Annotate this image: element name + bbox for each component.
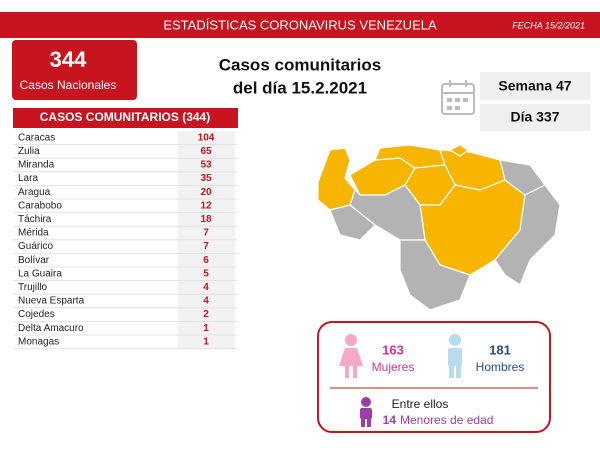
row-name: La Guaira xyxy=(18,268,62,279)
men-label: Hombres xyxy=(476,360,525,374)
header-date: FECHA 15/2/2021 xyxy=(512,20,585,30)
row-name: Trujillo xyxy=(18,282,48,293)
map xyxy=(317,144,561,311)
row-name: Cojedes xyxy=(18,309,55,320)
male-icon xyxy=(448,334,462,378)
week-box xyxy=(480,72,590,100)
row-name: Mérida xyxy=(18,228,49,239)
row-value: 12 xyxy=(200,200,212,211)
row-name: Nueva Esparta xyxy=(18,296,85,307)
row-value: 65 xyxy=(200,146,212,157)
row-name: Zulia xyxy=(18,146,40,157)
headline: Casos comunitarios xyxy=(219,55,382,74)
row-name: Monagas xyxy=(18,336,59,347)
demographics-box xyxy=(317,321,551,433)
day: Día 337 xyxy=(510,109,559,125)
row-name: Caracas xyxy=(18,132,55,143)
minors-value: 14 xyxy=(383,413,397,427)
header-bar xyxy=(0,12,600,38)
female-icon xyxy=(339,334,363,378)
minors-label: Menores de edad xyxy=(400,413,493,427)
row-value: 18 xyxy=(200,214,212,225)
row-value: 4 xyxy=(203,296,209,307)
row-value: 7 xyxy=(203,228,209,239)
row-value: 4 xyxy=(203,282,209,293)
women-value: 163 xyxy=(382,342,404,357)
national-label: Casos Nacionales xyxy=(20,78,117,92)
row-value: 6 xyxy=(203,255,209,266)
row-name: Carabobo xyxy=(18,200,62,211)
row-value: 7 xyxy=(203,241,209,252)
row-name: Miranda xyxy=(18,160,55,171)
row-value: 5 xyxy=(203,268,209,279)
row-name: Aragua xyxy=(18,187,51,198)
week: Semana 47 xyxy=(498,78,571,94)
national-value: 344 xyxy=(50,47,87,72)
men-value: 181 xyxy=(489,342,511,357)
row-name: Lara xyxy=(18,173,38,184)
row-value: 2 xyxy=(203,309,209,320)
row-value: 53 xyxy=(200,160,212,171)
table-title: CASOS COMUNITARIOS (344) xyxy=(40,110,210,124)
row-value: 35 xyxy=(200,173,212,184)
row-name: Táchira xyxy=(18,214,52,225)
child-icon xyxy=(360,397,372,427)
women-label: Mujeres xyxy=(372,360,415,374)
row-value: 1 xyxy=(203,323,209,334)
calendar-icon xyxy=(441,80,475,115)
day-box xyxy=(480,104,590,131)
row-value: 1 xyxy=(203,336,209,347)
header-title: ESTADÍSTICAS CORONAVIRUS VENEZUELA xyxy=(163,17,437,32)
table-header xyxy=(13,108,238,128)
row-name: Guárico xyxy=(18,241,53,252)
row-value: 20 xyxy=(200,187,212,198)
headline: del día 15.2.2021 xyxy=(233,78,367,97)
row-name: Delta Amacuro xyxy=(18,323,84,334)
row-value: 104 xyxy=(198,132,215,143)
minors-intro: Entre ellos xyxy=(392,397,449,411)
row-name: Bolívar xyxy=(18,255,50,266)
national-box xyxy=(12,40,137,100)
